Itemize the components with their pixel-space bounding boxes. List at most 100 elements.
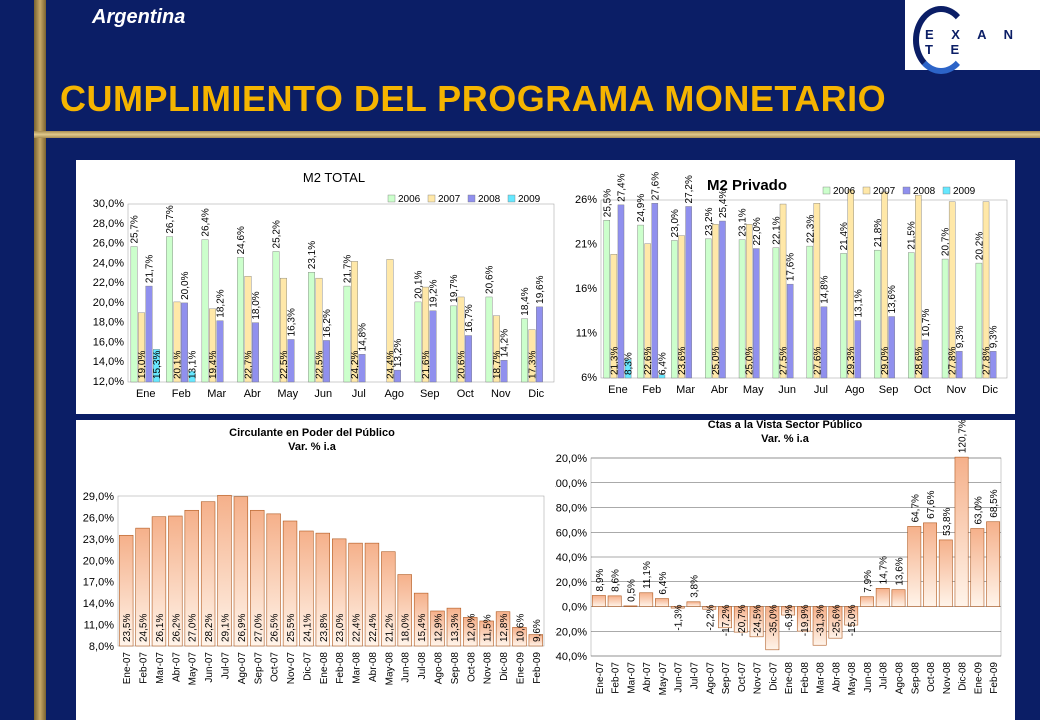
bar-2009: [188, 370, 196, 383]
data-label: -2,2%: [705, 604, 716, 630]
bar-2009: [624, 359, 632, 379]
plot-area: [600, 199, 1008, 379]
data-label: 20,1%: [414, 270, 425, 298]
logo-swoosh-icon: [913, 6, 969, 74]
bar-2008: [358, 354, 366, 383]
legend-swatch: [427, 194, 436, 203]
legend-swatch: [507, 194, 516, 203]
data-label: 10,6%: [515, 614, 526, 642]
bar: [168, 515, 183, 647]
x-tick-label: Oct-08: [466, 652, 477, 682]
bar-2008: [323, 340, 330, 383]
x-tick-label: Sep-08: [450, 652, 461, 685]
data-label: 25,4%: [718, 190, 729, 218]
data-label: 10,7%: [921, 309, 932, 337]
data-label: 27,4%: [616, 173, 627, 201]
bar-2008: [394, 369, 401, 383]
x-tick-label: Jun-08: [863, 662, 874, 693]
chart-m2-privado: 6% 11% 16% 21% 26% Ene Feb Mar Abr May Jun Jul Ago Se…: [555, 160, 1015, 414]
data-label: 18,2%: [215, 289, 226, 317]
legend-swatch: [387, 194, 396, 203]
bar: [184, 509, 199, 647]
x-tick-label: Jul-08: [417, 652, 428, 680]
legend-entry: 2008: [913, 186, 936, 197]
bar-2007: [745, 224, 753, 379]
bar: [607, 595, 622, 607]
bar: [639, 592, 654, 607]
bar-2007: [881, 191, 888, 379]
legend-swatch: [902, 186, 911, 195]
data-label: 26,1%: [155, 614, 166, 642]
y-tick-label: 11%: [576, 328, 597, 340]
y-tick-label: 18,0%: [93, 317, 124, 329]
bar: [200, 501, 216, 647]
bar-2008: [719, 220, 726, 379]
bar: [217, 494, 232, 647]
data-label: 27,8%: [982, 347, 993, 375]
x-tick-label: Abr: [244, 388, 261, 400]
x-tick-label: Abr-08: [831, 662, 842, 692]
data-label: 15,4%: [417, 614, 428, 642]
data-label: 14,7%: [879, 556, 890, 584]
x-tick-label: Dic-07: [302, 652, 313, 681]
y-tick-label: 40,0%: [556, 552, 587, 564]
data-label: 26,9%: [237, 614, 248, 642]
bar: [282, 520, 298, 647]
bar: [332, 538, 347, 647]
legend-entry: 2006: [398, 194, 421, 205]
data-label: 6,4%: [657, 352, 668, 375]
bar-2006: [637, 224, 644, 379]
data-label: 24,9%: [636, 194, 647, 222]
bar: [907, 526, 922, 607]
bar: [954, 456, 969, 607]
y-tick-label: 14,0%: [83, 598, 114, 610]
x-tick-label: Ago-08: [434, 652, 445, 685]
bar: [233, 496, 249, 647]
bar-2006: [874, 249, 881, 379]
bar-2006: [450, 305, 457, 383]
data-label: 25,2%: [272, 220, 283, 248]
bar-2006: [840, 253, 847, 379]
data-label: 23,2%: [704, 207, 715, 235]
data-label: 22,4%: [368, 614, 379, 642]
bar-2006: [166, 236, 173, 383]
bar: [970, 528, 985, 607]
y-tick-label: 30,0%: [93, 198, 124, 210]
data-label: 13,1%: [853, 289, 864, 317]
bar-2008: [617, 204, 625, 379]
data-label: 19,7%: [449, 274, 460, 302]
y-tick-label: 120,0%: [555, 453, 587, 465]
bar: [479, 620, 494, 647]
bar: [151, 516, 167, 647]
bar-2009: [658, 374, 666, 379]
header-divider: [34, 131, 1040, 138]
data-label: 7,9%: [863, 570, 874, 593]
x-tick-label: Dic-08: [499, 652, 510, 681]
bar-2008: [753, 248, 760, 379]
data-label: 23,1%: [307, 241, 318, 269]
bar-2008: [500, 360, 508, 383]
data-label: 27,0%: [188, 614, 199, 642]
x-tick-label: Sep-08: [910, 662, 921, 695]
data-label: -25,6%: [831, 604, 842, 636]
data-label: 26,5%: [270, 614, 281, 642]
x-tick-label: Sep: [420, 388, 440, 400]
bar: [749, 606, 764, 638]
bar: [938, 539, 953, 607]
legend-entry: 2008: [478, 194, 501, 205]
data-label: 22,7%: [244, 351, 255, 379]
bar-2006: [671, 240, 678, 379]
data-label: 13,3%: [450, 614, 461, 642]
data-label: 22,5%: [315, 351, 326, 379]
data-label: 13,1%: [187, 351, 198, 379]
data-label: 12,0%: [466, 614, 477, 642]
data-label: 29,0%: [880, 347, 891, 375]
x-tick-label: Jul: [352, 388, 366, 400]
data-label: 21,4%: [839, 222, 850, 250]
x-tick-label: Mar: [676, 384, 695, 396]
x-tick-label: Oct-07: [737, 662, 748, 692]
bar: [828, 606, 843, 639]
bar-2008: [786, 283, 794, 379]
bar: [315, 532, 330, 647]
x-tick-label: Ene: [136, 388, 156, 400]
